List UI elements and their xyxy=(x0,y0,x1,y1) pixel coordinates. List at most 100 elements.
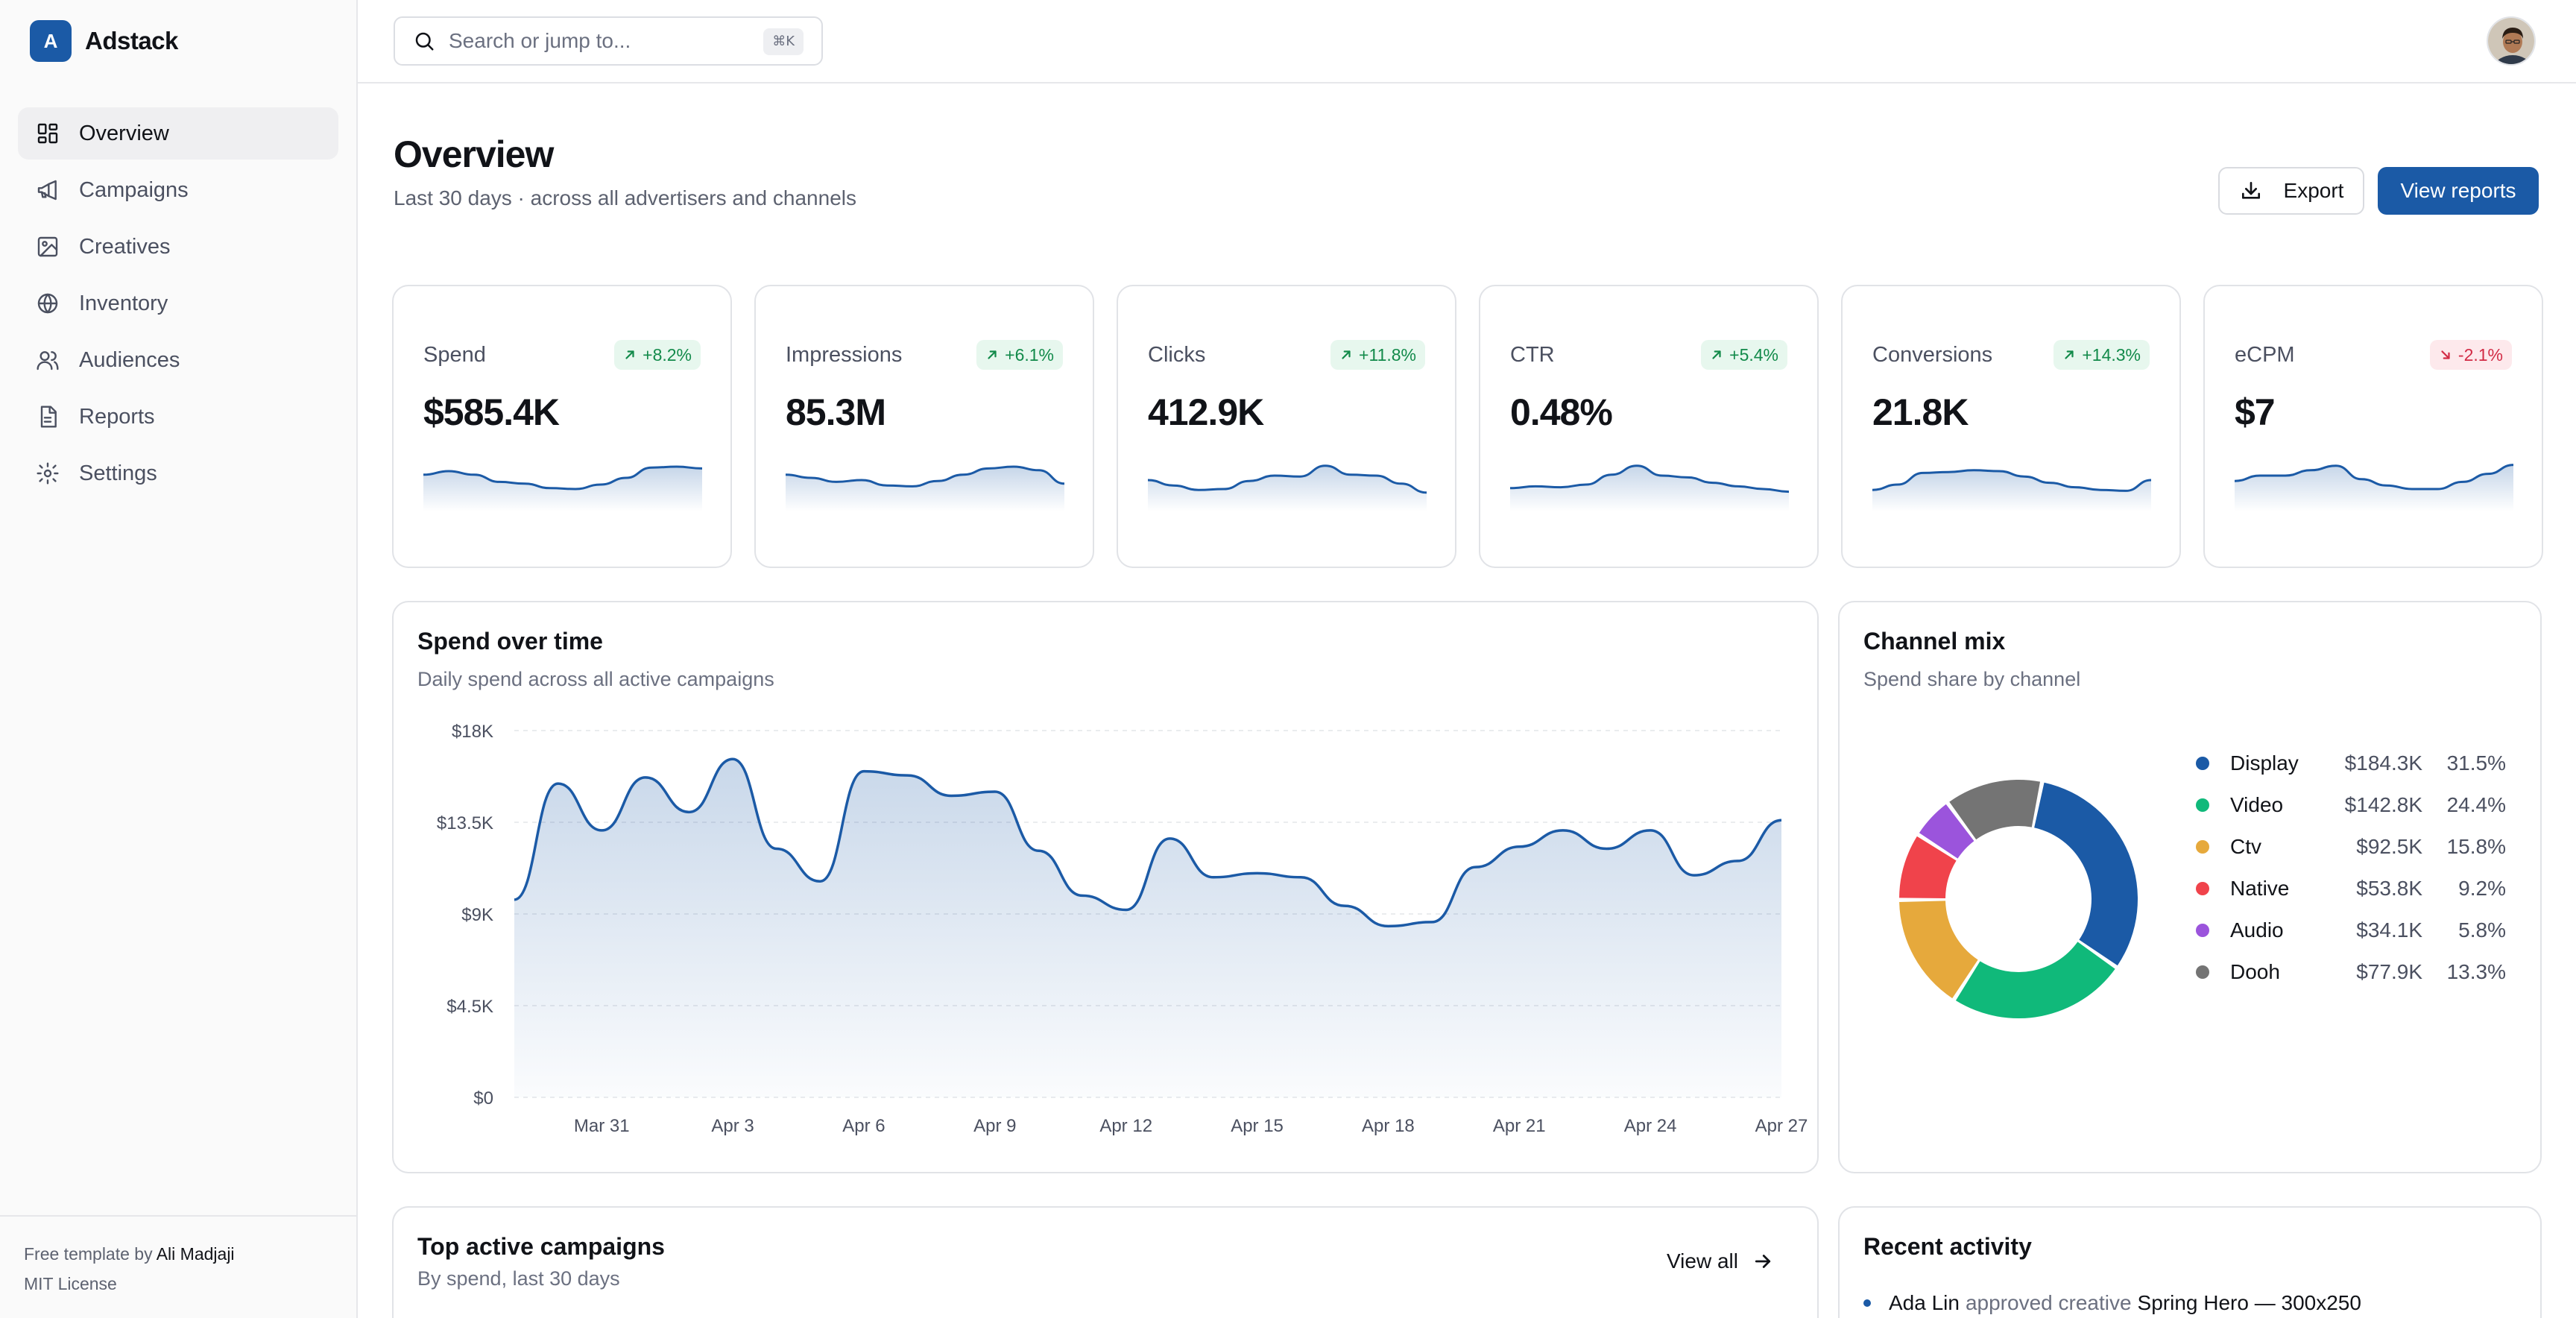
sidebar-item-settings[interactable]: Settings xyxy=(18,447,338,499)
kpi-card-ctr[interactable]: CTR +5.4% 0.48% xyxy=(1479,285,1819,568)
sparkline-area xyxy=(1148,465,1427,511)
sidebar-item-creatives[interactable]: Creatives xyxy=(18,221,338,273)
topbar: Search or jump to... ⌘K xyxy=(358,0,2576,83)
x-tick-label: Apr 15 xyxy=(1231,1116,1284,1136)
legend-row-ctv[interactable]: Ctv $92.5K 15.8% xyxy=(2196,826,2509,868)
legend-name: Display xyxy=(2230,751,2299,775)
page-subtitle: Last 30 days · across all advertisers an… xyxy=(394,186,856,209)
kpi-sparkline xyxy=(2235,464,2513,511)
kpi-sparkline xyxy=(786,465,1064,511)
spend-chart-panel: Spend over time Daily spend across all a… xyxy=(392,601,1819,1173)
x-tick-label: Apr 24 xyxy=(1624,1116,1677,1136)
arrow-up-right-icon xyxy=(988,350,997,359)
legend-name: Audio xyxy=(2230,918,2284,942)
legend-name: Dooh xyxy=(2230,960,2280,983)
legend-row-video[interactable]: Video $142.8K 24.4% xyxy=(2196,784,2509,826)
recent-activity-panel: Recent activity Ada Lin approved creativ… xyxy=(1838,1206,2542,1318)
sparkline-line xyxy=(1148,464,1427,494)
kpi-delta: +14.3% xyxy=(2082,345,2141,365)
donut-slice-video[interactable] xyxy=(1955,942,2115,1018)
megaphone-icon xyxy=(37,180,57,201)
users-icon xyxy=(37,351,59,371)
activity-bullet xyxy=(1863,1299,1871,1307)
activity-item[interactable]: Ada Lin approved creative Spring Hero — … xyxy=(1863,1291,2361,1315)
spend-line xyxy=(514,757,1782,928)
donut-slice-audio[interactable] xyxy=(1919,804,1974,859)
legend-value: $53.8K xyxy=(2356,877,2422,900)
donut-slice-dooh[interactable] xyxy=(1949,780,2041,840)
sidebar-item-audiences[interactable]: Audiences xyxy=(18,334,338,386)
search-input[interactable]: Search or jump to... ⌘K xyxy=(394,16,823,66)
legend-value: $184.3K xyxy=(2344,751,2422,775)
kpi-sparkline xyxy=(423,465,702,511)
avatar-image xyxy=(2488,18,2534,64)
view-all-link[interactable]: View all xyxy=(1667,1249,1774,1273)
kpi-value: 0.48% xyxy=(1510,391,1613,433)
kpi-card-clicks[interactable]: Clicks +11.8% 412.9K xyxy=(1117,285,1456,568)
legend-percent: 13.3% xyxy=(2446,960,2506,983)
legend-row-dooh[interactable]: Dooh $77.9K 13.3% xyxy=(2196,951,2509,993)
arrow-up-right-icon xyxy=(2065,350,2074,359)
legend-row-audio[interactable]: Audio $34.1K 5.8% xyxy=(2196,909,2509,951)
export-label: Export xyxy=(2283,179,2344,202)
top-campaigns-panel: Top active campaigns By spend, last 30 d… xyxy=(392,1206,1819,1318)
activity-actor: Ada Lin xyxy=(1889,1291,1960,1314)
arrow-right-icon xyxy=(1755,1255,1771,1268)
sparkline-line xyxy=(786,465,1064,488)
y-tick-label: $9K xyxy=(461,905,493,925)
kpi-card-spend[interactable]: Spend +8.2% $585.4K xyxy=(392,285,732,568)
sparkline-line xyxy=(1872,469,2151,492)
sidebar-item-label: Overview xyxy=(79,121,169,145)
arrow-up-right-icon xyxy=(1712,350,1721,359)
legend-percent: 5.8% xyxy=(2458,918,2506,942)
globe-icon xyxy=(37,293,58,314)
shortcut-badge: ⌘K xyxy=(763,28,804,55)
legend-row-native[interactable]: Native $53.8K 9.2% xyxy=(2196,868,2509,909)
spend-chart[interactable]: $0 $4.5K $9K $13.5K $18K Mar 31 Apr 3 Apr 6 Apr … xyxy=(394,602,1817,1172)
kpi-delta: -2.1% xyxy=(2457,345,2503,365)
donut-slice-display[interactable] xyxy=(2034,782,2138,966)
x-tick-label: Apr 18 xyxy=(1362,1116,1415,1136)
view-all-label: View all xyxy=(1667,1249,1738,1273)
channel-mix-title: Channel mix xyxy=(1863,628,2006,655)
x-tick-label: Apr 12 xyxy=(1099,1116,1152,1136)
legend-swatch xyxy=(2196,965,2209,979)
kpi-card-conversions[interactable]: Conversions +14.3% 21.8K xyxy=(1841,285,2181,568)
arrow-up-right-icon xyxy=(625,350,634,359)
legend-value: $77.9K xyxy=(2356,960,2422,983)
channel-mix-subtitle: Spend share by channel xyxy=(1863,668,2081,690)
sidebar-item-overview[interactable]: Overview xyxy=(18,107,338,160)
sidebar-item-inventory[interactable]: Inventory xyxy=(18,277,338,330)
legend-row-display[interactable]: Display $184.3K 31.5% xyxy=(2196,742,2509,784)
y-tick-label: $4.5K xyxy=(446,997,493,1017)
legend-name: Video xyxy=(2230,793,2284,816)
legend-name: Ctv xyxy=(2230,835,2261,858)
kpi-value: 412.9K xyxy=(1148,391,1264,433)
donut-slice-ctv[interactable] xyxy=(1899,901,1978,999)
kpi-delta-badge: +8.2% xyxy=(614,340,701,370)
activity-action: approved creative xyxy=(1965,1291,2132,1314)
channel-donut-chart[interactable] xyxy=(1884,765,2153,1033)
kpi-delta-badge: +5.4% xyxy=(1701,340,1787,370)
brand[interactable]: A Adstack xyxy=(30,20,178,62)
avatar[interactable] xyxy=(2487,16,2536,66)
sidebar-item-reports[interactable]: Reports xyxy=(18,391,338,443)
sparkline-line xyxy=(1510,464,1789,494)
kpi-label: Clicks xyxy=(1148,343,1206,367)
sidebar-item-campaigns[interactable]: Campaigns xyxy=(18,164,338,216)
sparkline-area xyxy=(786,467,1064,511)
kpi-delta: +6.1% xyxy=(1005,345,1054,365)
kpi-card-ecpm[interactable]: eCPM -2.1% $7 xyxy=(2203,285,2543,568)
export-button[interactable]: Export xyxy=(2218,167,2364,215)
donut-slice-native[interactable] xyxy=(1899,836,1957,899)
x-tick-label: Apr 6 xyxy=(842,1116,885,1136)
credit-author-link[interactable]: Ali Madjaji xyxy=(156,1244,235,1264)
y-tick-label: $0 xyxy=(473,1088,493,1109)
kpi-card-impressions[interactable]: Impressions +6.1% 85.3M xyxy=(754,285,1094,568)
legend-swatch xyxy=(2196,798,2209,812)
sidebar-item-label: Settings xyxy=(79,461,157,485)
legend-swatch xyxy=(2196,840,2209,854)
sparkline-area xyxy=(2235,464,2513,511)
legend-value: $92.5K xyxy=(2356,835,2422,858)
view-reports-button[interactable]: View reports xyxy=(2378,167,2539,215)
